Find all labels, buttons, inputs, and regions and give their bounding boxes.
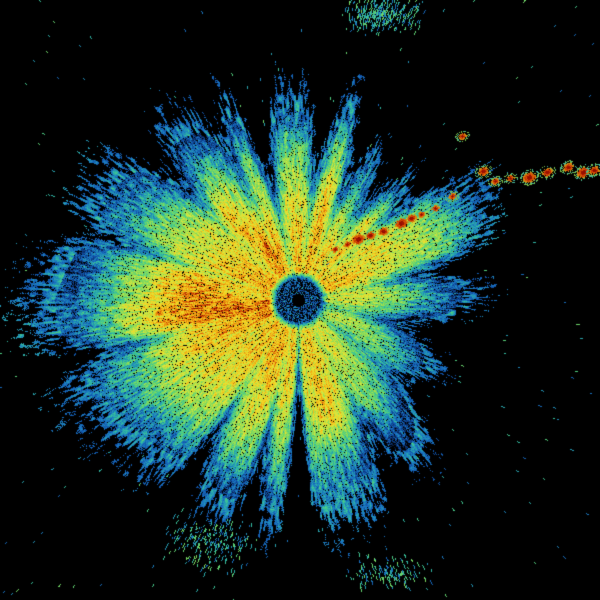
radar-ppi-display: [0, 0, 600, 600]
radar-reflectivity-canvas: [0, 0, 600, 600]
